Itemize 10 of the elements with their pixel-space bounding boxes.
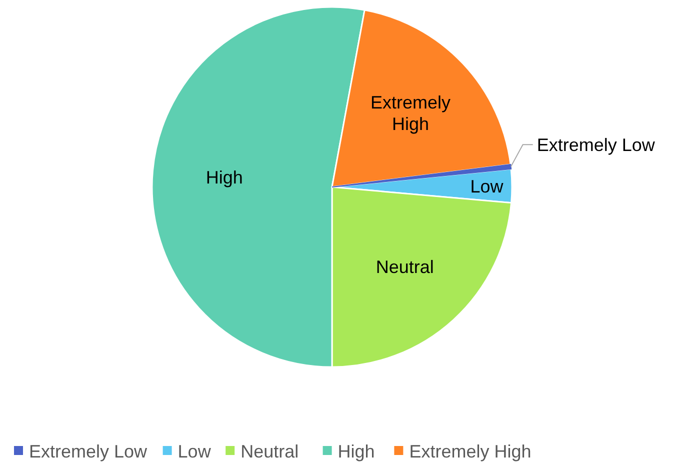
legend-label: Extremely Low: [29, 441, 148, 462]
slice-label: Extremely Low: [536, 134, 656, 155]
slice-label: Low: [470, 176, 504, 196]
slice-label: Extremely High: [370, 92, 451, 134]
legend-label: High: [338, 441, 375, 462]
slice-label: High: [206, 167, 243, 188]
slice-label: Neutral: [376, 256, 434, 277]
legend-label: Neutral: [240, 441, 299, 462]
legend-label: Extremely High: [409, 441, 532, 462]
legend-label: Low: [178, 441, 212, 462]
